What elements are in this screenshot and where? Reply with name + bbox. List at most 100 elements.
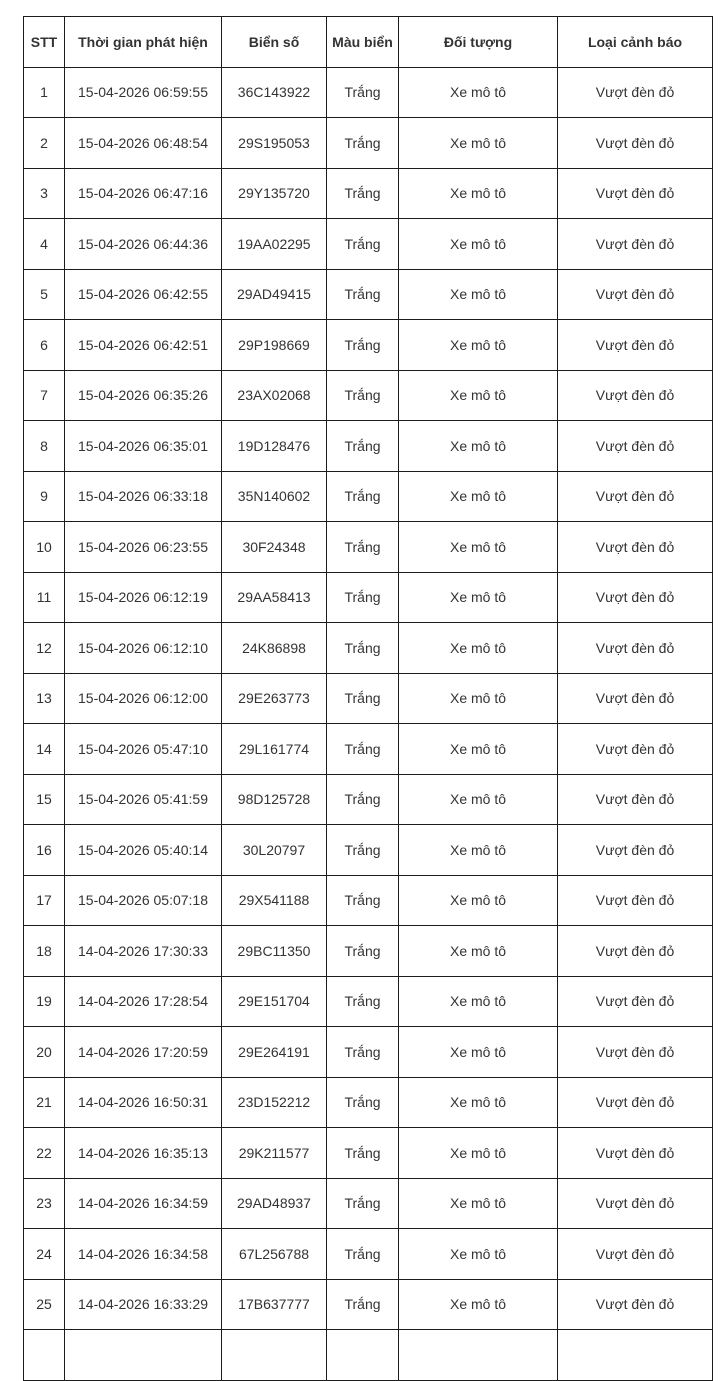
cell-alert-type: Vượt đèn đỏ: [557, 218, 713, 270]
cell-plate-number: 98D125728: [221, 773, 327, 825]
cell-plate-number: 35N140602: [221, 470, 327, 522]
table-row: 10 15-04-2026 06:23:55 30F24348 Trắng Xe mô …: [23, 521, 713, 573]
table-row: 8 15-04-2026 06:35:01 19D128476 Trắng Xe mô …: [23, 420, 713, 472]
cell-vehicle-type: [398, 1329, 558, 1381]
table-row: 20 14-04-2026 17:20:59 29E264191 Trắng Xe mô…: [23, 1026, 713, 1078]
cell-stt: 3: [23, 167, 65, 219]
cell-stt: 12: [23, 622, 65, 674]
cell-plate-color: Trắng: [326, 1076, 399, 1128]
cell-alert-type: Vượt đèn đỏ: [557, 925, 713, 977]
cell-alert-type: Vượt đèn đỏ: [557, 319, 713, 371]
cell-detection-time: 15-04-2026 06:42:55: [64, 268, 222, 320]
cell-alert-type: Vượt đèn đỏ: [557, 369, 713, 421]
cell-detection-time: 15-04-2026 06:23:55: [64, 521, 222, 573]
cell-alert-type: Vượt đèn đỏ: [557, 167, 713, 219]
cell-plate-color: Trắng: [326, 672, 399, 724]
cell-vehicle-type: Xe mô tô: [398, 672, 558, 724]
cell-detection-time: 14-04-2026 16:34:58: [64, 1228, 222, 1280]
table-row: 23 14-04-2026 16:34:59 29AD48937 Trắng Xe mô…: [23, 1177, 713, 1229]
cell-alert-type: Vượt đèn đỏ: [557, 571, 713, 623]
cell-plate-number: 29P198669: [221, 319, 327, 371]
cell-vehicle-type: Xe mô tô: [398, 268, 558, 320]
cell-plate-number: 29X541188: [221, 874, 327, 926]
table-row: 16 15-04-2026 05:40:14 30L20797 Trắng Xe mô …: [23, 824, 713, 876]
cell-vehicle-type: Xe mô tô: [398, 420, 558, 472]
cell-plate-number: 19AA02295: [221, 218, 327, 270]
cell-plate-number: 29L161774: [221, 723, 327, 775]
cell-vehicle-type: Xe mô tô: [398, 167, 558, 219]
cell-plate-number: 29Y135720: [221, 167, 327, 219]
cell-vehicle-type: Xe mô tô: [398, 66, 558, 118]
cell-vehicle-type: Xe mô tô: [398, 622, 558, 674]
cell-stt: [23, 1329, 65, 1381]
cell-detection-time: 15-04-2026 06:33:18: [64, 470, 222, 522]
cell-vehicle-type: Xe mô tô: [398, 723, 558, 775]
table-header-row: STT Thời gian phát hiện Biển số Màu biển…: [23, 16, 713, 68]
cell-plate-color: Trắng: [326, 167, 399, 219]
cell-plate-color: Trắng: [326, 1228, 399, 1280]
cell-alert-type: Vượt đèn đỏ: [557, 1076, 713, 1128]
table-row: 9 15-04-2026 06:33:18 35N140602 Trắng Xe mô …: [23, 470, 713, 522]
cell-plate-color: Trắng: [326, 1177, 399, 1229]
cell-alert-type: Vượt đèn đỏ: [557, 521, 713, 573]
cell-detection-time: 15-04-2026 06:12:00: [64, 672, 222, 724]
cell-plate-color: Trắng: [326, 622, 399, 674]
table-row: 1 15-04-2026 06:59:55 36C143922 Trắng Xe mô …: [23, 66, 713, 118]
table-row-partial: [23, 1329, 713, 1381]
header-alert-type: Loại cảnh báo: [557, 16, 713, 68]
cell-detection-time: 14-04-2026 17:28:54: [64, 975, 222, 1027]
cell-plate-number: 30L20797: [221, 824, 327, 876]
cell-alert-type: Vượt đèn đỏ: [557, 470, 713, 522]
cell-alert-type: Vượt đèn đỏ: [557, 672, 713, 724]
cell-plate-color: Trắng: [326, 369, 399, 421]
cell-alert-type: Vượt đèn đỏ: [557, 117, 713, 169]
cell-plate-number: 29E263773: [221, 672, 327, 724]
cell-alert-type: Vượt đèn đỏ: [557, 1026, 713, 1078]
violations-table: STT Thời gian phát hiện Biển số Màu biển…: [23, 16, 713, 1381]
cell-plate-number: 29E264191: [221, 1026, 327, 1078]
cell-vehicle-type: Xe mô tô: [398, 824, 558, 876]
cell-vehicle-type: Xe mô tô: [398, 925, 558, 977]
cell-detection-time: 15-04-2026 06:44:36: [64, 218, 222, 270]
cell-alert-type: Vượt đèn đỏ: [557, 1177, 713, 1229]
cell-stt: 6: [23, 319, 65, 371]
cell-alert-type: Vượt đèn đỏ: [557, 975, 713, 1027]
cell-plate-number: 29K211577: [221, 1127, 327, 1179]
cell-alert-type: Vượt đèn đỏ: [557, 824, 713, 876]
cell-vehicle-type: Xe mô tô: [398, 319, 558, 371]
cell-plate-number: 30F24348: [221, 521, 327, 573]
cell-plate-color: Trắng: [326, 824, 399, 876]
cell-plate-number: 67L256788: [221, 1228, 327, 1280]
cell-stt: 23: [23, 1177, 65, 1229]
cell-plate-color: [326, 1329, 399, 1381]
cell-vehicle-type: Xe mô tô: [398, 773, 558, 825]
cell-plate-color: Trắng: [326, 1278, 399, 1330]
cell-detection-time: 15-04-2026 06:48:54: [64, 117, 222, 169]
cell-stt: 8: [23, 420, 65, 472]
cell-detection-time: 15-04-2026 06:35:26: [64, 369, 222, 421]
cell-stt: 15: [23, 773, 65, 825]
cell-stt: 9: [23, 470, 65, 522]
header-plate-color: Màu biển: [326, 16, 399, 68]
cell-vehicle-type: Xe mô tô: [398, 1076, 558, 1128]
cell-plate-color: Trắng: [326, 268, 399, 320]
cell-plate-number: 29AD49415: [221, 268, 327, 320]
cell-detection-time: [64, 1329, 222, 1381]
header-detection-time: Thời gian phát hiện: [64, 16, 222, 68]
cell-stt: 20: [23, 1026, 65, 1078]
cell-detection-time: 15-04-2026 05:41:59: [64, 773, 222, 825]
cell-detection-time: 15-04-2026 06:12:19: [64, 571, 222, 623]
cell-vehicle-type: Xe mô tô: [398, 1278, 558, 1330]
cell-detection-time: 14-04-2026 16:35:13: [64, 1127, 222, 1179]
cell-detection-time: 15-04-2026 06:35:01: [64, 420, 222, 472]
cell-alert-type: Vượt đèn đỏ: [557, 268, 713, 320]
table-row: 14 15-04-2026 05:47:10 29L161774 Trắng Xe mô…: [23, 723, 713, 775]
cell-stt: 5: [23, 268, 65, 320]
cell-plate-number: 23D152212: [221, 1076, 327, 1128]
cell-vehicle-type: Xe mô tô: [398, 1177, 558, 1229]
cell-stt: 19: [23, 975, 65, 1027]
cell-plate-color: Trắng: [326, 470, 399, 522]
table-row: 5 15-04-2026 06:42:55 29AD49415 Trắng Xe mô …: [23, 268, 713, 320]
cell-alert-type: Vượt đèn đỏ: [557, 420, 713, 472]
cell-stt: 16: [23, 824, 65, 876]
